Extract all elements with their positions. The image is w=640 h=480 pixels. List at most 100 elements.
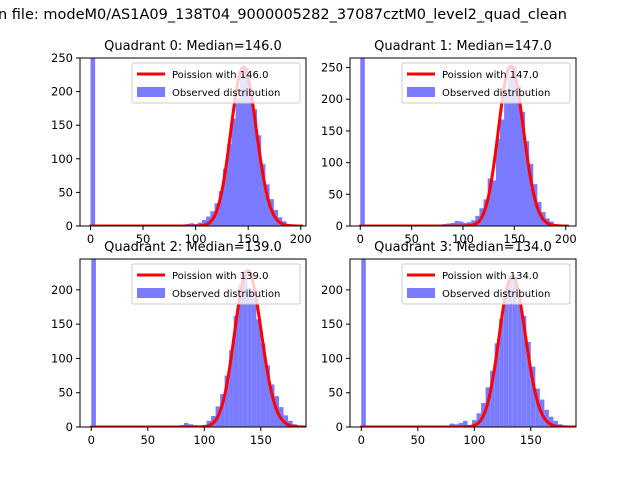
chart-panel-2: 0 50 100 150 0 50 100 150 200 Quadrant 2: Median=…: [51, 240, 307, 447]
histogram-bar: [247, 287, 252, 427]
y-tick-label: 150: [321, 317, 343, 331]
axes-frame: [349, 258, 577, 428]
histogram-bar: [229, 350, 234, 427]
histogram-bar: [503, 292, 509, 427]
histogram-bar: [227, 144, 232, 226]
histogram-bar: [535, 388, 540, 427]
histogram-bar: [260, 343, 266, 427]
y-tick-label: 150: [51, 118, 73, 132]
histogram-bar: [490, 370, 495, 427]
y-tick-label: 50: [58, 386, 73, 400]
y-tick-label: 50: [328, 187, 343, 201]
histogram-bar: [499, 119, 505, 226]
histogram-bar: [487, 178, 493, 226]
histogram-bar: [91, 259, 96, 427]
chart-panel-1: 0 50 100 150 200 0 50 100 150 200 250 Quadrant 1: M…: [321, 39, 577, 246]
y-tick-label: 150: [51, 317, 73, 331]
histogram-bar: [544, 409, 549, 427]
histogram-bar: [548, 416, 554, 427]
chart-title: Quadrant 0: Median=146.0: [104, 39, 282, 54]
legend-line-label: Poission with 134.0: [442, 271, 538, 282]
histogram-bar: [231, 118, 236, 226]
histogram-bar: [499, 318, 504, 427]
histogram-bar: [260, 164, 266, 226]
histogram-bar: [252, 109, 258, 226]
histogram-bar: [476, 413, 482, 427]
histogram-bar: [218, 191, 224, 226]
legend-hist-swatch: [407, 288, 435, 298]
x-tick-label: 150: [250, 433, 272, 447]
y-tick-label: 200: [51, 283, 73, 297]
x-tick-label: 150: [503, 232, 525, 246]
chart-panel-0: 0 50 100 150 200 0 50 100 150 200 250 Quadrant 0: M…: [51, 39, 312, 246]
y-tick-label: 250: [51, 51, 73, 65]
legend-box: [401, 263, 571, 305]
histogram-bar: [450, 222, 456, 226]
histogram-bar: [458, 221, 464, 226]
y-tick-label: 100: [321, 156, 343, 170]
x-tick-label: 200: [555, 232, 577, 246]
histogram-bar: [512, 66, 517, 226]
legend-hist-label: Observed distribution: [172, 88, 280, 99]
plot-area: [89, 58, 304, 226]
y-tick-label: 0: [336, 420, 343, 434]
histogram-bar: [520, 111, 526, 226]
histogram-bar: [504, 96, 509, 226]
histogram-bar: [449, 423, 454, 427]
x-tick-label: 100: [452, 232, 474, 246]
legend-hist-label: Observed distribution: [172, 289, 280, 300]
y-tick-label: 0: [66, 219, 73, 233]
histogram-bar: [201, 219, 207, 226]
histogram-bar: [508, 75, 513, 226]
histogram-bar: [521, 315, 527, 427]
legend-hist-label: Observed distribution: [442, 289, 550, 300]
legend-box: [401, 62, 571, 104]
histogram-bar: [467, 222, 472, 226]
histogram-bar: [206, 216, 211, 226]
histogram-bar: [483, 199, 489, 226]
histogram-bar: [265, 184, 270, 226]
y-tick-label: 100: [51, 152, 73, 166]
legend-line-label: Poission with 139.0: [172, 271, 268, 282]
chart-title: Quadrant 3: Median=134.0: [374, 240, 552, 255]
y-tick-label: 200: [321, 283, 343, 297]
x-tick-label: 50: [136, 232, 151, 246]
histogram-bar: [238, 284, 243, 427]
histogram-bar: [361, 259, 366, 427]
x-tick-label: 150: [237, 232, 259, 246]
histogram-bar: [528, 163, 534, 226]
x-tick-label: 0: [358, 433, 365, 447]
x-tick-label: 0: [357, 232, 364, 246]
histogram-bar: [524, 141, 530, 226]
histogram-bar: [463, 420, 468, 427]
legend-hist-swatch: [137, 87, 165, 97]
histogram-bar: [224, 375, 230, 427]
histogram-bar: [269, 384, 275, 427]
histogram-bar: [235, 98, 241, 226]
histogram-bar: [243, 67, 249, 226]
histogram-bar: [265, 365, 270, 427]
histogram-bar: [517, 300, 522, 427]
histogram-bar: [495, 138, 501, 226]
histogram-bar: [553, 420, 558, 427]
x-tick-label: 100: [463, 433, 485, 447]
histogram-bar: [242, 270, 248, 427]
histogram-bar: [287, 420, 293, 427]
histogram-bar: [251, 298, 257, 427]
legend-line-label: Poission with 146.0: [172, 70, 268, 81]
histogram-bar: [472, 420, 477, 427]
histogram-bar: [526, 341, 531, 427]
histogram-bar: [454, 220, 460, 226]
legend-box: [131, 62, 301, 104]
histogram-bar: [360, 58, 365, 226]
plot-area: [358, 58, 570, 226]
histogram-bar: [90, 58, 96, 226]
histogram-bar: [516, 85, 521, 226]
histogram-bar: [494, 343, 500, 427]
histogram-bar: [512, 276, 518, 427]
y-tick-label: 50: [58, 185, 73, 199]
histogram-bar: [239, 74, 245, 226]
histogram-bar: [283, 415, 289, 427]
legend-hist-swatch: [137, 288, 165, 298]
